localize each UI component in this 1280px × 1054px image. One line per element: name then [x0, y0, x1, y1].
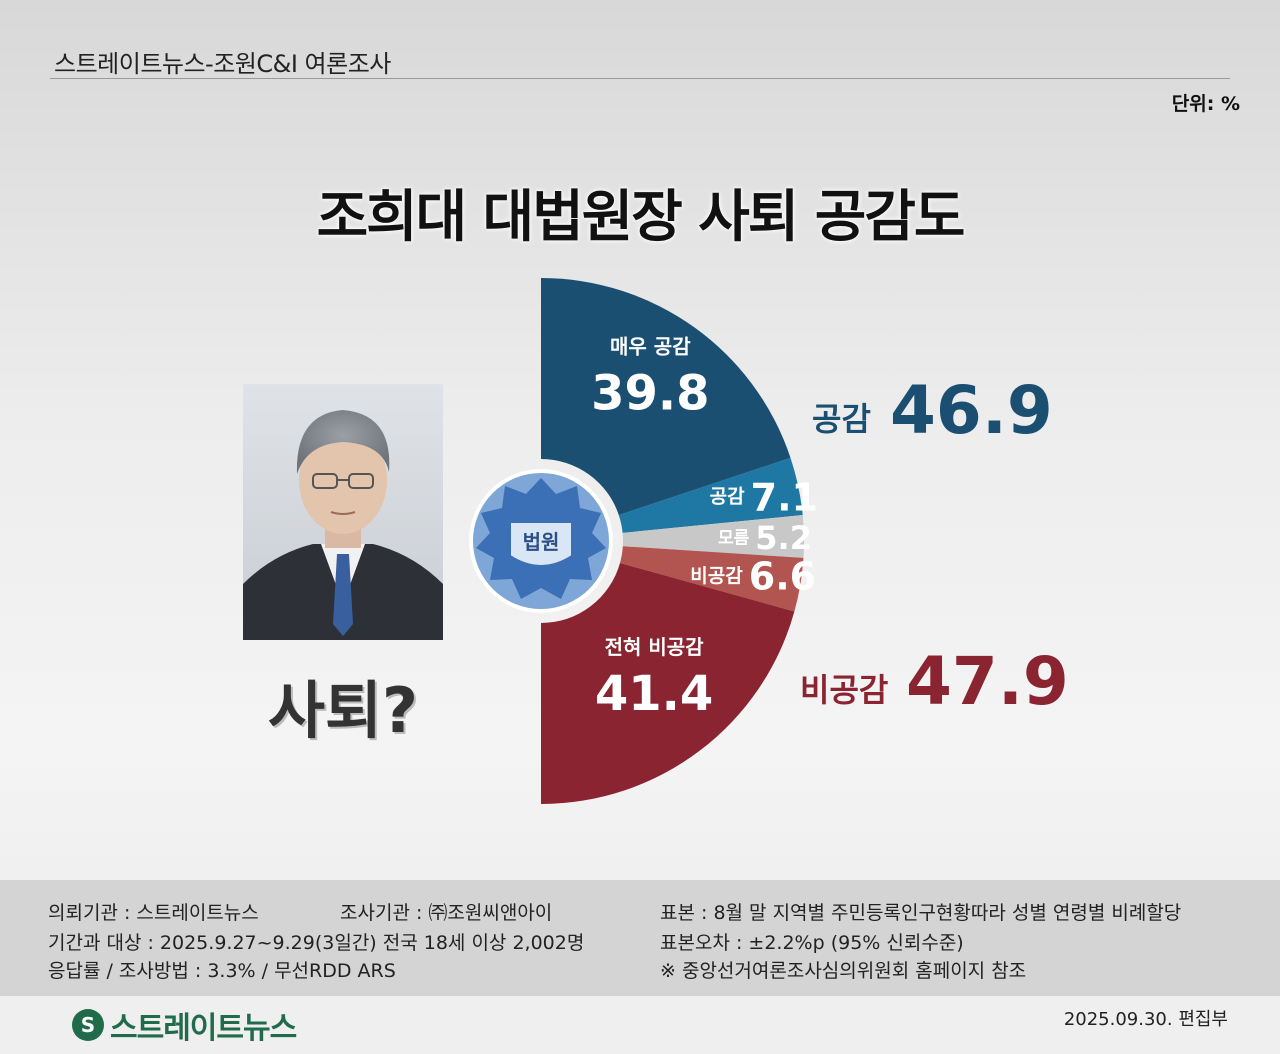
- publish-date: 2025.09.30. 편집부: [1063, 1009, 1228, 1030]
- slice-value-0: 39.8: [591, 365, 709, 421]
- slice-value-2: 5.2: [755, 519, 812, 557]
- slice-1: [618, 457, 803, 533]
- portrait-caption: 사퇴?: [267, 674, 419, 747]
- slice-value-3: 6.6: [749, 555, 816, 599]
- slice-4: [541, 562, 795, 804]
- header-divider: [50, 78, 1230, 79]
- agency-info: 조사기관 : ㈜조원씨앤아이: [340, 902, 553, 924]
- slice-label-0: 매우 공감: [610, 334, 691, 358]
- bottom-bar: [0, 996, 1280, 1054]
- portrait-photo: [243, 384, 443, 640]
- margin-info: 표본오차 : ±2.2%p (95% 신뢰수준): [660, 932, 964, 954]
- slice-value-4: 41.4: [595, 666, 713, 722]
- slice-3: [619, 546, 804, 612]
- sample-info: 표본 : 8월 말 지역별 주민등록인구현황따라 성별 연령별 비례할당: [660, 902, 1182, 924]
- period-info: 기간과 대상 : 2025.9.27~9.29(3일간) 전국 18세 이상 2…: [48, 932, 585, 954]
- slice-value-1: 7.1: [751, 475, 818, 519]
- slice-label-1: 공감: [710, 486, 745, 508]
- disagree-summary-value: 47.9: [906, 643, 1069, 720]
- slice-2: [622, 515, 804, 558]
- chart-title: 조희대 대법원장 사퇴 공감도: [316, 185, 966, 250]
- brand-logo-text: 스트레이트뉴스: [110, 1011, 297, 1046]
- client-info: 의뢰기관 : 스트레이트뉴스: [48, 902, 259, 924]
- brand-logo: S 스트레이트뉴스: [72, 1003, 297, 1047]
- slice-label-4: 전혀 비공감: [605, 635, 705, 659]
- header-title: 스트레이트뉴스-조원C&I 여론조사: [54, 50, 391, 78]
- slice-label-3: 비공감: [690, 565, 743, 587]
- reference-note: ※ 중앙선거여론조사심의위원회 홈페이지 참조: [660, 960, 1027, 982]
- slice-0: [541, 278, 791, 516]
- court-emblem-icon: 법원: [469, 469, 613, 613]
- agree-summary-value: 46.9: [890, 372, 1053, 449]
- survey-info-panel: [0, 880, 1280, 996]
- brand-mark-icon: S: [72, 1009, 104, 1041]
- emblem-text: 법원: [523, 530, 560, 554]
- agree-summary-label: 공감: [812, 400, 871, 438]
- disagree-summary-label: 비공감: [800, 671, 889, 709]
- response-info: 응답률 / 조사방법 : 3.3% / 무선RDD ARS: [48, 960, 396, 982]
- unit-label: 단위: %: [1171, 93, 1240, 115]
- slice-label-2: 모름: [718, 528, 750, 548]
